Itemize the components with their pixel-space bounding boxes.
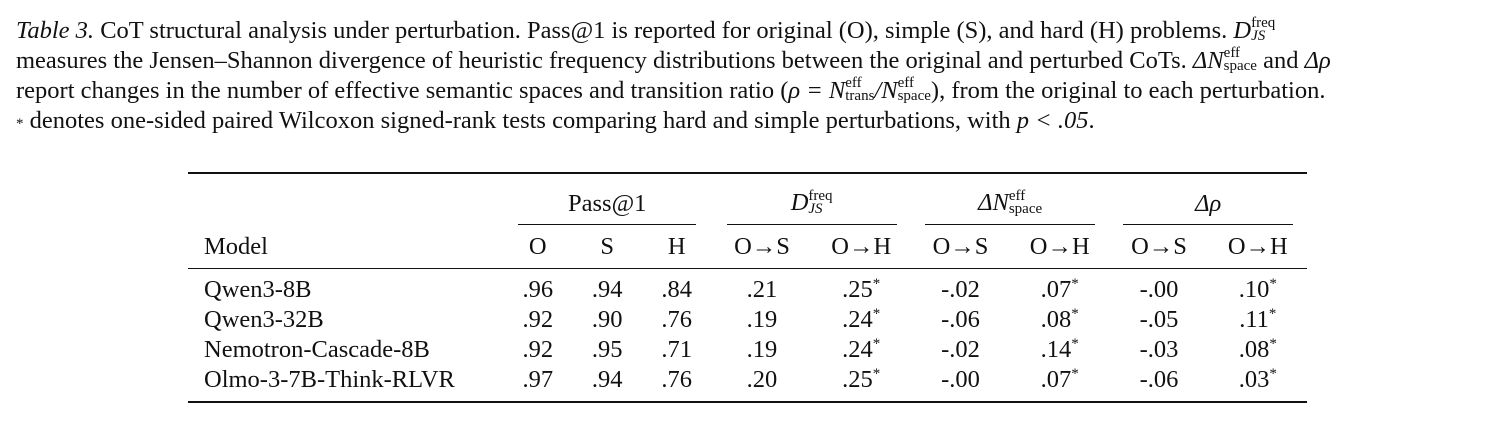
- col-header: O→H: [831, 233, 892, 260]
- cell: -.00: [941, 366, 980, 393]
- cell-starred: .24*: [842, 305, 881, 333]
- cell: .92: [522, 336, 554, 363]
- col-header: O→S: [734, 233, 790, 260]
- col-model: Model: [204, 233, 268, 260]
- cell: .94: [591, 366, 623, 393]
- cell: .21: [746, 276, 778, 303]
- cell: .97: [522, 366, 554, 393]
- cell: .95: [591, 336, 623, 363]
- model-name: Nemotron-Cascade-8B: [204, 336, 430, 363]
- caption-text: denotes one-sided paired Wilcoxon signed…: [23, 107, 1017, 134]
- p-value: p < .05: [1016, 107, 1089, 134]
- col-header: O→H: [1227, 233, 1288, 260]
- col-header: S: [600, 233, 615, 260]
- model-name: Olmo-3-7B-Think-RLVR: [204, 366, 455, 393]
- caption-line-3: report changes in the number of effectiv…: [16, 76, 1482, 106]
- caption-text: report changes in the number of effectiv…: [16, 77, 789, 104]
- cell: .96: [522, 276, 554, 303]
- cell: -.06: [1139, 366, 1179, 393]
- cell-starred: .25*: [842, 365, 881, 393]
- col-header: O→S: [1131, 233, 1187, 260]
- cell: .20: [746, 366, 778, 393]
- model-name: Qwen3-8B: [204, 276, 312, 303]
- table-caption: Table 3. CoT structural analysis under p…: [16, 16, 1482, 136]
- cell-starred: .08*: [1238, 335, 1277, 363]
- cell: .76: [661, 366, 692, 393]
- cell-starred: .25*: [842, 275, 881, 303]
- caption-text: measures the Jensen–Shannon divergence o…: [16, 47, 1193, 74]
- delta-n-symbol: ΔN eff space: [1192, 45, 1257, 75]
- cell: .71: [661, 336, 692, 363]
- cell-starred: .24*: [842, 335, 881, 363]
- model-name: Qwen3-32B: [204, 306, 324, 333]
- cell: .84: [661, 276, 692, 303]
- col-header: O→S: [932, 233, 989, 260]
- col-header: O→H: [1029, 233, 1090, 260]
- delta-rho-symbol: Δρ: [1304, 47, 1331, 74]
- table-row: Qwen3-8B .96 .94 .84 .21 .25* -.02 .07* …: [188, 269, 1307, 305]
- caption-text: CoT structural analysis under perturbati…: [94, 17, 1234, 44]
- caption-text: .: [1088, 107, 1095, 134]
- caption-line-2: measures the Jensen–Shannon divergence o…: [16, 46, 1482, 76]
- cell: .90: [591, 306, 623, 333]
- table-row: Nemotron-Cascade-8B .92 .95 .71 .19 .24*…: [188, 335, 1307, 365]
- cell-starred: .07*: [1040, 365, 1079, 393]
- cell: .19: [746, 306, 778, 333]
- cell-starred: .10*: [1238, 275, 1277, 303]
- col-header: O: [528, 233, 547, 260]
- cell-starred: .03*: [1238, 365, 1277, 393]
- group-pass: Pass@1: [518, 190, 697, 225]
- caption-label: Table 3.: [16, 17, 95, 44]
- caption-text: and: [1256, 47, 1305, 74]
- cell: -.02: [941, 336, 980, 363]
- cell: .19: [746, 336, 778, 363]
- cell-starred: .11*: [1239, 305, 1277, 333]
- column-header-row: Model O S H O→S O→H O→S O→H O→S O→H: [188, 226, 1307, 269]
- cell-starred: .07*: [1040, 275, 1079, 303]
- caption-line-4: * denotes one-sided paired Wilcoxon sign…: [16, 106, 1482, 136]
- cell: .92: [522, 306, 554, 333]
- cell-starred: .14*: [1040, 335, 1079, 363]
- cell: .94: [591, 276, 623, 303]
- table-row: Olmo-3-7B-Think-RLVR .97 .94 .76 .20 .25…: [188, 365, 1307, 402]
- cell: -.06: [941, 306, 980, 333]
- group-delta-rho: Δρ: [1123, 190, 1294, 225]
- cell: -.05: [1139, 306, 1179, 333]
- cell: .76: [661, 306, 692, 333]
- group-delta-n: ΔN eff space: [925, 188, 1096, 225]
- star-marker: *: [16, 116, 24, 132]
- cell-starred: .08*: [1040, 305, 1079, 333]
- caption-text: ), from the original to each perturbatio…: [930, 77, 1326, 104]
- col-header: H: [667, 233, 686, 260]
- caption-line-1: Table 3. CoT structural analysis under p…: [16, 16, 1482, 46]
- table-row: Qwen3-32B .92 .90 .76 .19 .24* -.06 .08*…: [188, 305, 1307, 335]
- cell: -.02: [941, 276, 980, 303]
- cell: -.00: [1139, 276, 1179, 303]
- cell: -.03: [1139, 336, 1179, 363]
